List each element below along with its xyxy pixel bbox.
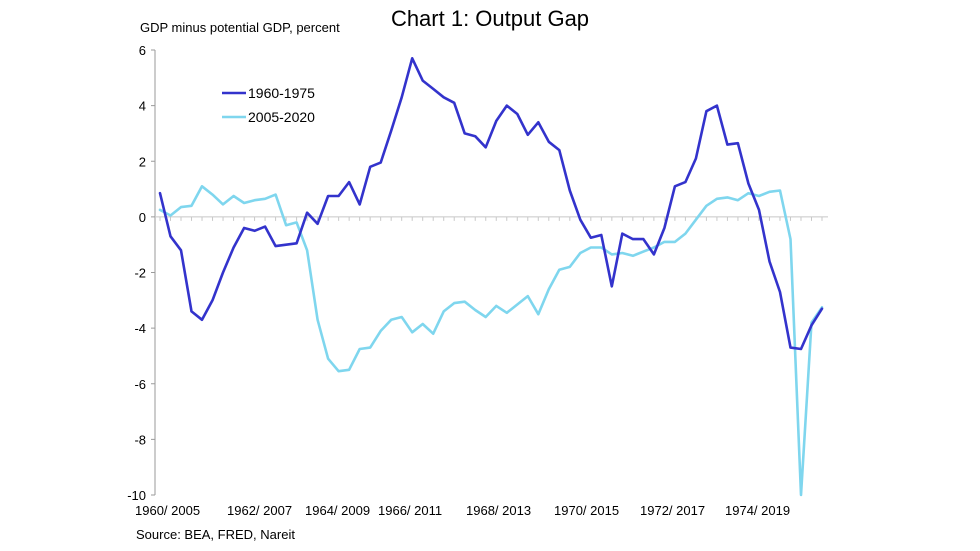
legend-label: 2005-2020 <box>248 109 315 125</box>
x-tick-label: 1970/ 2015 <box>554 503 619 518</box>
y-tick-label: 2 <box>139 154 146 169</box>
x-tick-label: 1960/ 2005 <box>135 503 200 518</box>
y-tick-label: -8 <box>134 432 146 447</box>
series-layer <box>158 57 824 497</box>
series-line-2005-2020 <box>158 185 824 497</box>
y-tick-label: -4 <box>134 321 146 336</box>
chart-title: Chart 1: Output Gap <box>390 6 590 31</box>
y-tick-label: 4 <box>139 99 146 114</box>
x-tick-label: 1972/ 2017 <box>640 503 705 518</box>
x-tick-label: 1968/ 2013 <box>466 503 531 518</box>
y-axis-label: GDP minus potential GDP, percent <box>140 20 340 35</box>
x-tick-label: 1962/ 2007 <box>227 503 292 518</box>
x-tick-label: 1974/ 2019 <box>725 503 790 518</box>
x-tick-label: 1966/ 2011 <box>378 503 442 518</box>
y-tick-label: 0 <box>139 210 146 225</box>
source-note: Source: BEA, FRED, Nareit <box>136 527 295 542</box>
series-line-1960-1975 <box>158 57 824 351</box>
y-tick-label: 6 <box>139 43 146 58</box>
x-tick-label: 1964/ 2009 <box>305 503 370 518</box>
legend: 1960-1975 2005-2020 <box>222 85 315 125</box>
legend-label: 1960-1975 <box>248 85 315 101</box>
y-tick-label: -10 <box>127 488 146 503</box>
y-tick-label: -2 <box>134 266 146 281</box>
y-tick-label: -6 <box>134 377 146 392</box>
